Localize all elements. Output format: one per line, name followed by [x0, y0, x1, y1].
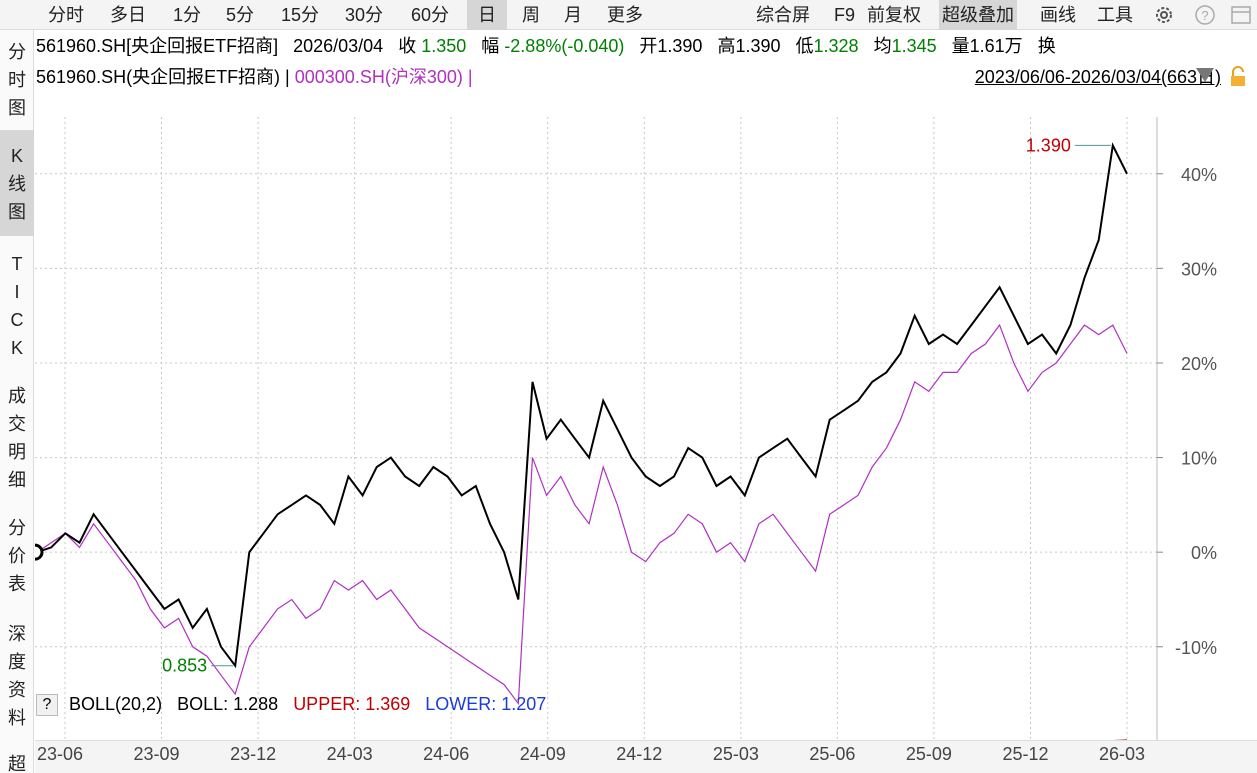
quote-info-bar: 561960.SH[央企回报ETF招商] 2026/03/04 收 1.350 … — [36, 30, 1257, 62]
close-value: 1.350 — [421, 36, 467, 56]
min-price-label: 0.853 — [162, 656, 207, 676]
close-label: 收 — [398, 36, 417, 56]
avg-label: 均 — [873, 36, 892, 56]
boll-name[interactable]: BOLL(20,2) — [69, 694, 163, 714]
boll-upper: UPPER: 1.369 — [293, 694, 411, 714]
sidebar-item-fenshi[interactable]: 分时图 — [8, 42, 26, 118]
range-dropdown-icon[interactable] — [1196, 68, 1214, 82]
avg-value: 1.345 — [891, 36, 937, 56]
series-legend: 561960.SH(央企回报ETF招商) | 000300.SH(沪深300) … — [36, 62, 473, 92]
change-label: 幅 — [481, 36, 500, 56]
window-icon[interactable] — [1230, 4, 1252, 26]
x-axis: 23-06 23-09 23-12 24-03 24-06 24-09 24-12 25-03… — [35, 740, 1157, 773]
overlay-series-line — [36, 323, 1128, 706]
quote-date: 2026/03/04 — [293, 36, 384, 56]
tab-daily[interactable]: 日 — [467, 0, 507, 30]
y-tick-label: 40% — [1181, 165, 1217, 185]
tab-30min[interactable]: 30分 — [344, 5, 384, 25]
x-tick-label: 23-06 — [37, 744, 84, 764]
tab-multiday[interactable]: 多日 — [110, 5, 146, 25]
tab-15min[interactable]: 15分 — [280, 5, 320, 25]
boll-indicator-bar: ? BOLL(20,2) BOLL: 1.288 UPPER: 1.369 LO… — [36, 690, 546, 718]
sidebar-item-trades[interactable]: 成交明细 — [8, 386, 26, 490]
x-tick-label: 25-09 — [905, 744, 952, 764]
date-range-selector[interactable]: 2023/06/06-2026/03/04(663日) — [974, 67, 1221, 87]
legend-main-series[interactable]: 561960.SH(央企回报ETF招商) | — [36, 67, 290, 87]
x-tick-label: 24-12 — [616, 744, 663, 764]
low-value: 1.328 — [813, 36, 859, 56]
y-tick-label: 30% — [1181, 259, 1217, 279]
start-marker-icon — [35, 543, 44, 561]
sidebar-item-depth[interactable]: 深度资料 — [8, 624, 26, 728]
composite-screen-button[interactable]: 综合屏 — [756, 5, 810, 25]
sidebar-item-price-table[interactable]: 分价表 — [8, 518, 26, 594]
volume-label: 量 — [951, 36, 970, 56]
volume-value: 1.61万 — [969, 36, 1023, 56]
chart-grid — [35, 117, 1158, 740]
x-tick-label: 23-09 — [133, 744, 180, 764]
help-icon[interactable]: ? — [1194, 4, 1216, 26]
draw-line-button[interactable]: 画线 — [1040, 5, 1076, 25]
tab-monthly[interactable]: 月 — [564, 5, 582, 25]
high-label: 高 — [717, 36, 736, 56]
tab-weekly[interactable]: 周 — [522, 5, 540, 25]
y-axis-ticks: 40% 30% 20% 10% 0% -10% — [1157, 165, 1217, 658]
y-tick-label: 0% — [1191, 543, 1217, 563]
tab-fenshi[interactable]: 分时 — [48, 5, 84, 25]
y-tick-label: -10% — [1175, 638, 1217, 658]
tools-button[interactable]: 工具 — [1097, 5, 1133, 25]
boll-value: BOLL: 1.288 — [177, 694, 279, 714]
open-label: 开 — [639, 36, 658, 56]
x-tick-label: 26-03 — [1099, 744, 1146, 764]
change-value: -2.88%(-0.040) — [504, 36, 625, 56]
svg-text:?: ? — [1201, 8, 1208, 23]
tab-1min[interactable]: 1分 — [172, 5, 201, 25]
boll-lower: LOWER: 1.207 — [425, 694, 547, 714]
high-value: 1.390 — [735, 36, 781, 56]
x-tick-label: 24-06 — [423, 744, 470, 764]
x-tick-label: 25-03 — [712, 744, 759, 764]
pre-adjust-button[interactable]: 前复权 — [867, 5, 921, 25]
chart-annotations: 1.390 0.853 — [35, 135, 1111, 676]
x-tick-label: 25-06 — [809, 744, 856, 764]
indicator-help-button[interactable]: ? — [36, 694, 58, 717]
f9-button[interactable]: F9 — [834, 5, 856, 25]
max-price-label: 1.390 — [1026, 135, 1071, 155]
tab-5min[interactable]: 5分 — [225, 5, 254, 25]
axis-corner — [1157, 740, 1257, 773]
main-series-line — [36, 142, 1128, 669]
legend-overlay-series[interactable]: 000300.SH(沪深300) | — [294, 67, 473, 87]
open-value: 1.390 — [657, 36, 703, 56]
tab-more[interactable]: 更多 — [607, 5, 643, 25]
super-overlay-button[interactable]: 超级叠加 — [939, 0, 1017, 30]
x-tick-label: 24-03 — [326, 744, 373, 764]
security-code-name: 561960.SH[央企回报ETF招商] — [36, 36, 279, 56]
y-tick-label: 20% — [1181, 354, 1217, 374]
period-toolbar: 分时 多日 1分 5分 15分 30分 60分 日 周 月 更多 综合屏 F9 … — [0, 0, 1257, 30]
low-label: 低 — [795, 36, 814, 56]
sidebar-item-super[interactable]: 超 — [8, 754, 26, 773]
x-tick-label: 23-12 — [230, 744, 277, 764]
price-chart[interactable]: 40% 30% 20% 10% 0% -10% 1.390 0.853 — [35, 92, 1257, 740]
x-tick-label: 24-09 — [519, 744, 566, 764]
x-tick-label: 25-12 — [1002, 744, 1049, 764]
gear-icon[interactable] — [1153, 4, 1175, 26]
tab-60min[interactable]: 60分 — [410, 5, 450, 25]
y-tick-label: 10% — [1181, 449, 1217, 469]
turnover-label: 换 — [1037, 36, 1056, 56]
lock-icon[interactable] — [1228, 66, 1248, 88]
